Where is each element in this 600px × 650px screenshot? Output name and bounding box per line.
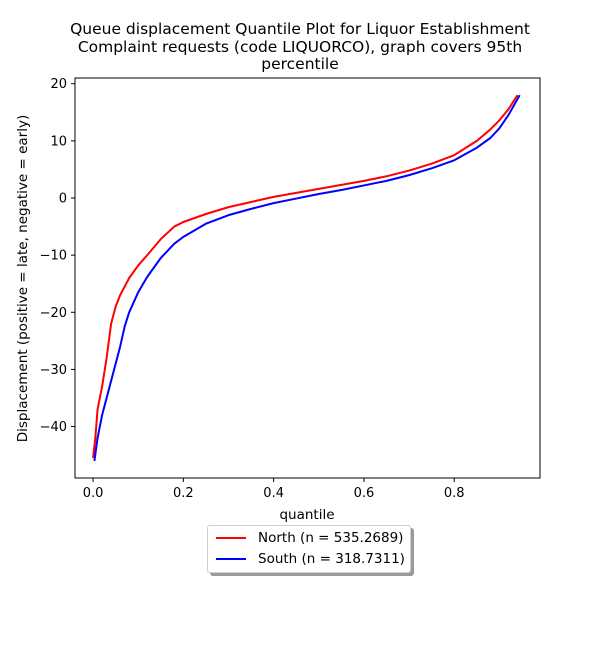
- chart-title-line-2: Complaint requests (code LIQUORCO), grap…: [77, 37, 523, 56]
- series-line-north: [92, 94, 519, 459]
- y-tick-label: 20: [50, 77, 67, 92]
- legend: North (n = 535.2689) South (n = 318.7311…: [207, 525, 411, 573]
- x-tick-label: 0.4: [263, 486, 284, 501]
- legend-swatch-north: [216, 537, 246, 539]
- legend-label-south: South (n = 318.7311): [258, 551, 405, 567]
- y-tick-label: 10: [50, 134, 67, 149]
- series-line-south: [93, 94, 521, 461]
- x-tick-label: 0.2: [173, 486, 194, 501]
- y-tick-label: −10: [40, 249, 67, 264]
- y-tick-label: −40: [40, 420, 67, 435]
- x-tick-label: 0.8: [444, 486, 465, 501]
- y-tick-label: −20: [40, 306, 67, 321]
- legend-label-north: North (n = 535.2689): [258, 530, 404, 546]
- y-tick-label: −30: [40, 363, 67, 378]
- x-tick-label: 0.6: [354, 486, 375, 501]
- legend-item-north: North (n = 535.2689): [216, 529, 403, 547]
- y-tick-label: 0: [59, 192, 67, 207]
- x-axis-label: quantile: [279, 507, 334, 523]
- chart-title-line-3: percentile: [261, 55, 339, 73]
- axes-frame: [74, 77, 541, 479]
- legend-item-south: South (n = 318.7311): [216, 550, 405, 568]
- y-axis-label: Displacement (positive = late, negative …: [15, 115, 31, 443]
- legend-swatch-south: [216, 558, 246, 560]
- chart-title-line-1: Queue displacement Quantile Plot for Liq…: [70, 20, 530, 38]
- x-tick-label: 0.0: [83, 486, 104, 501]
- plot-area: 0.0 0.2 0.4 0.6 0.8 20 10 0 −10 −20 −30 −40: [40, 77, 541, 501]
